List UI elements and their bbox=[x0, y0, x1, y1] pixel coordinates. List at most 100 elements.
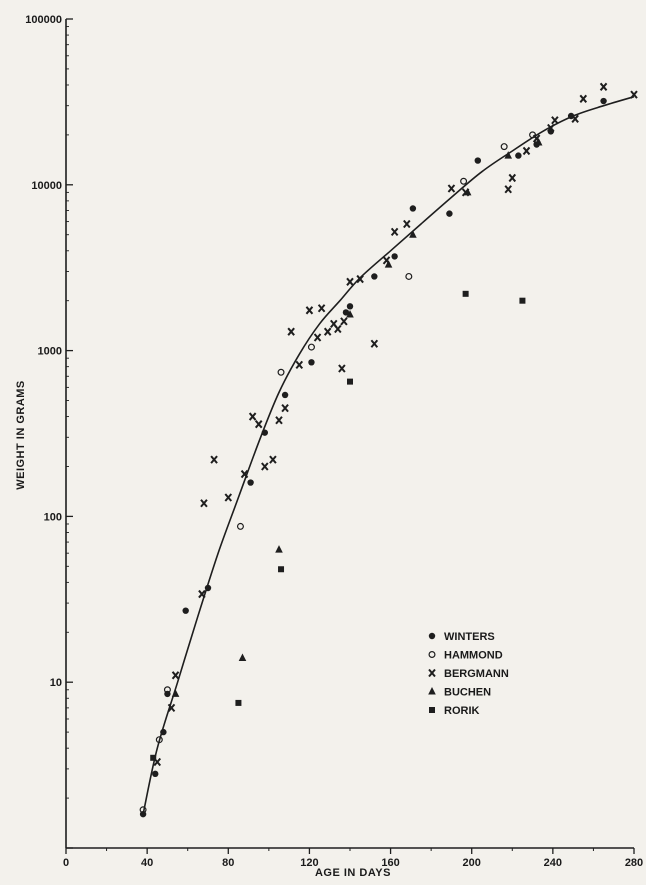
data-point bbox=[160, 728, 167, 736]
x-marker bbox=[281, 403, 289, 413]
square-marker bbox=[519, 297, 526, 304]
x-marker bbox=[447, 184, 456, 193]
legend-item: HAMMOND bbox=[428, 650, 503, 662]
data-point bbox=[236, 522, 244, 530]
legend-item: RORIK bbox=[429, 705, 480, 717]
data-point bbox=[534, 137, 543, 146]
data-point bbox=[405, 272, 413, 280]
x-tick-label: 0 bbox=[63, 857, 69, 869]
open-circle-marker bbox=[163, 686, 171, 694]
data-point bbox=[409, 230, 417, 238]
data-point bbox=[347, 378, 353, 385]
x-marker bbox=[210, 455, 218, 464]
legend-label: RORIK bbox=[444, 705, 480, 717]
data-point bbox=[356, 274, 364, 284]
x-marker bbox=[171, 671, 180, 680]
data-point bbox=[515, 152, 522, 159]
data-point bbox=[446, 210, 453, 217]
series-hammond bbox=[139, 131, 537, 814]
data-point bbox=[346, 303, 354, 310]
triangle-marker bbox=[238, 653, 247, 661]
data-point bbox=[198, 589, 206, 599]
square-marker bbox=[278, 566, 285, 573]
y-tick-label: 10 bbox=[50, 677, 62, 689]
data-point bbox=[278, 566, 285, 573]
data-point bbox=[182, 607, 189, 614]
filled-circle-marker bbox=[308, 359, 315, 366]
open-circle-marker bbox=[500, 143, 508, 151]
filled-circle-marker bbox=[600, 97, 607, 105]
data-point bbox=[346, 277, 354, 286]
data-point bbox=[338, 364, 346, 373]
x-marker bbox=[261, 462, 269, 471]
series-buchen bbox=[171, 137, 543, 697]
filled-circle-marker bbox=[160, 728, 167, 736]
open-circle-marker bbox=[277, 368, 285, 376]
x-marker bbox=[428, 668, 436, 678]
filled-circle-marker bbox=[342, 309, 350, 316]
triangle-marker bbox=[384, 260, 393, 268]
series-bergmann bbox=[153, 82, 638, 767]
data-point bbox=[391, 253, 398, 260]
filled-circle-marker bbox=[281, 391, 289, 399]
data-point bbox=[163, 686, 171, 694]
data-point bbox=[599, 82, 608, 91]
filled-circle-marker bbox=[152, 770, 159, 778]
filled-circle-marker bbox=[182, 607, 189, 614]
data-point bbox=[463, 187, 472, 196]
x-marker bbox=[346, 277, 354, 286]
square-marker bbox=[429, 707, 435, 713]
y-tick-label: 10000 bbox=[31, 180, 62, 192]
data-points-layer bbox=[139, 82, 638, 818]
filled-circle-marker bbox=[247, 479, 254, 486]
data-point bbox=[247, 479, 254, 486]
data-point bbox=[150, 754, 157, 761]
open-circle-marker bbox=[307, 343, 315, 351]
data-point bbox=[295, 360, 304, 370]
filled-circle-marker bbox=[391, 253, 398, 260]
x-marker bbox=[248, 412, 257, 421]
data-point bbox=[275, 416, 283, 425]
data-point bbox=[504, 185, 512, 194]
x-marker bbox=[547, 123, 555, 133]
x-marker bbox=[504, 185, 512, 194]
filled-circle-marker bbox=[409, 205, 417, 212]
legend-label: BUCHEN bbox=[444, 687, 491, 699]
data-point bbox=[529, 131, 537, 139]
data-point bbox=[504, 151, 513, 159]
data-point bbox=[346, 310, 354, 318]
square-marker bbox=[235, 699, 242, 706]
x-tick-label: 40 bbox=[141, 857, 153, 869]
legend-label: BERGMANN bbox=[444, 668, 509, 680]
data-point bbox=[390, 227, 399, 237]
x-marker bbox=[317, 304, 326, 313]
filled-circle-marker bbox=[346, 303, 354, 310]
x-marker bbox=[340, 317, 348, 326]
x-tick-label: 240 bbox=[544, 857, 562, 869]
x-marker bbox=[295, 360, 304, 370]
x-tick-label: 200 bbox=[463, 857, 481, 869]
y-tick-label: 100000 bbox=[25, 14, 62, 26]
data-point bbox=[281, 403, 289, 413]
y-tick-label: 100 bbox=[44, 511, 62, 523]
data-point bbox=[171, 689, 180, 697]
data-point bbox=[155, 736, 163, 744]
data-point bbox=[519, 297, 526, 304]
open-circle-marker bbox=[139, 806, 147, 814]
legend-marker bbox=[428, 632, 436, 640]
data-point bbox=[204, 584, 212, 592]
open-circle-marker bbox=[428, 650, 436, 658]
triangle-marker bbox=[346, 310, 354, 318]
open-circle-marker bbox=[460, 177, 468, 185]
filled-circle-marker bbox=[428, 632, 436, 640]
data-point bbox=[248, 412, 257, 421]
x-marker bbox=[551, 116, 559, 125]
data-point bbox=[551, 116, 559, 125]
filled-circle-marker bbox=[567, 112, 575, 120]
data-point bbox=[462, 290, 469, 297]
data-point bbox=[261, 429, 268, 436]
x-tick-label: 160 bbox=[381, 857, 399, 869]
square-marker bbox=[462, 290, 469, 297]
x-marker bbox=[167, 703, 176, 713]
